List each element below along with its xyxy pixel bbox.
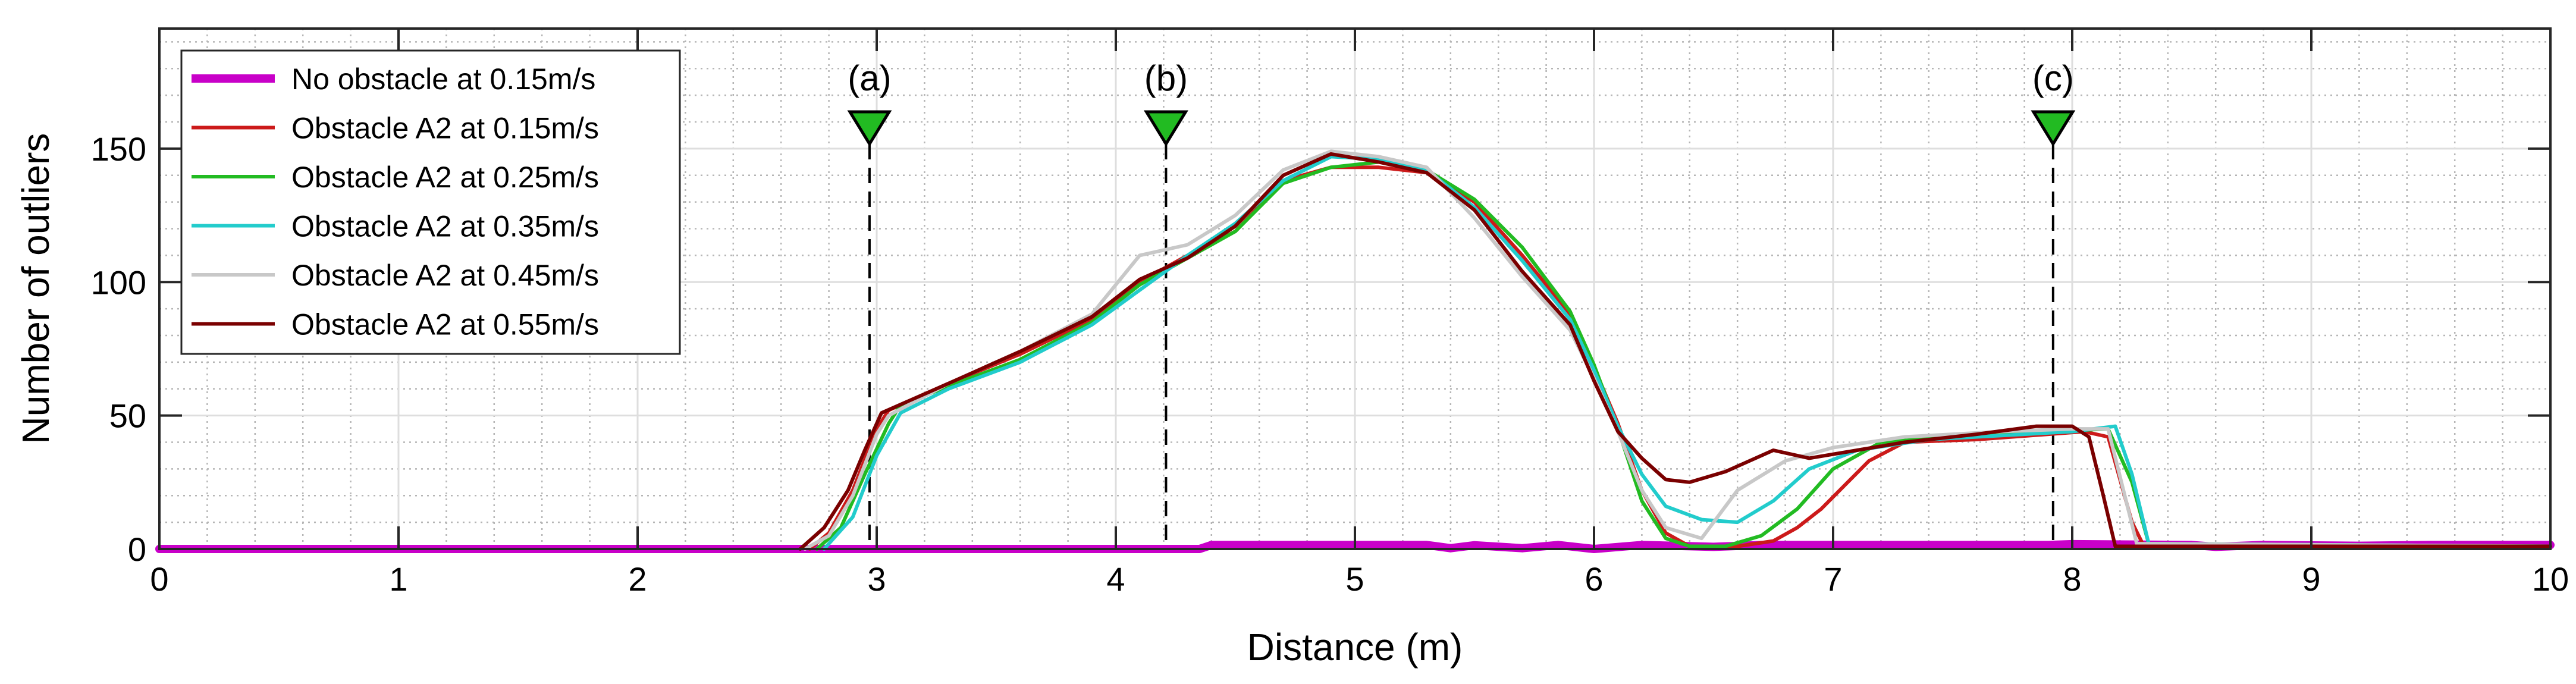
x-axis-label: Distance (m) <box>1247 626 1463 669</box>
legend-label-3: Obstacle A2 at 0.35m/s <box>291 210 599 243</box>
event-triangle <box>2031 110 2076 147</box>
legend-items: No obstacle at 0.15m/s Obstacle A2 at 0.1… <box>192 62 599 341</box>
event-label: (b) <box>1144 58 1188 98</box>
y-tick-label: 150 <box>91 130 146 168</box>
event-triangle <box>847 110 892 147</box>
x-tick-label: 10 <box>2532 560 2569 598</box>
y-tick-labels: 0 50 100 150 <box>91 130 146 568</box>
legend-label-1: Obstacle A2 at 0.15m/s <box>291 112 599 145</box>
event-lines <box>868 144 2054 549</box>
x-tick-label: 0 <box>150 560 168 598</box>
y-tick-label: 50 <box>109 397 146 435</box>
legend-label-4: Obstacle A2 at 0.45m/s <box>291 259 599 292</box>
event-label: (a) <box>848 58 891 98</box>
series-line-5 <box>798 152 2552 551</box>
y-tick-label: 100 <box>91 263 146 301</box>
event-label: (c) <box>2032 58 2074 98</box>
series-lines <box>155 149 2555 553</box>
x-tick-label: 4 <box>1106 560 1125 598</box>
y-axis-label: Number of outliers <box>14 133 57 444</box>
y-tick-label: 0 <box>128 531 146 568</box>
event-triangle <box>1143 110 1188 147</box>
x-tick-label: 9 <box>2302 560 2320 598</box>
x-tick-label: 6 <box>1584 560 1603 598</box>
x-tick-labels: 0 1 2 3 4 5 6 7 8 9 10 <box>150 560 2569 598</box>
x-tick-label: 1 <box>389 560 407 598</box>
legend-label-5: Obstacle A2 at 0.55m/s <box>291 308 599 341</box>
event-markers: (a) (b) (c) <box>847 58 2076 147</box>
axis-ticks <box>158 29 2552 550</box>
x-tick-label: 2 <box>628 560 647 598</box>
x-tick-label: 7 <box>1824 560 1842 598</box>
legend-box <box>180 49 681 355</box>
x-tick-label: 8 <box>2063 560 2081 598</box>
x-tick-label: 3 <box>867 560 886 598</box>
legend: No obstacle at 0.15m/s Obstacle A2 at 0.1… <box>180 49 681 355</box>
legend-label-2: Obstacle A2 at 0.25m/s <box>291 161 599 194</box>
x-tick-label: 5 <box>1345 560 1364 598</box>
series-line-3 <box>822 155 2552 551</box>
legend-label-0: No obstacle at 0.15m/s <box>291 62 595 96</box>
